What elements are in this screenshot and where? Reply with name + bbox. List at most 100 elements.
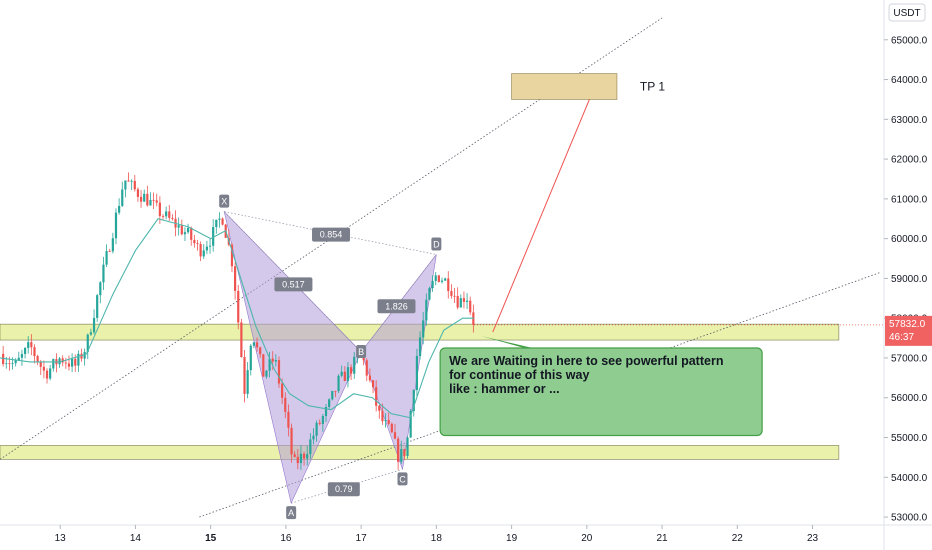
candle-body — [271, 358, 274, 362]
candle-body — [99, 282, 102, 296]
candle-body — [14, 360, 17, 364]
candle-body — [450, 291, 453, 296]
candle-body — [384, 420, 387, 422]
candle-body — [218, 218, 221, 220]
candle-body — [165, 211, 168, 217]
candle-body — [428, 288, 431, 300]
point-label-box — [219, 194, 230, 208]
candle-body — [64, 362, 67, 364]
time-tick-label: 19 — [506, 533, 518, 544]
candle-body — [190, 227, 193, 240]
candle-body — [453, 295, 456, 297]
candle-body — [315, 422, 318, 436]
candle-body — [61, 358, 64, 363]
candle-body — [215, 219, 218, 228]
candle-body — [130, 180, 133, 182]
candle-body — [237, 290, 240, 323]
annotations: TP 1 We are Waiting in here to see power… — [439, 73, 763, 437]
candle-body — [353, 356, 356, 374]
price-tick-label: 59000.0 — [891, 274, 928, 285]
harmonic-dotted-leg — [224, 211, 437, 255]
candle-body — [80, 353, 83, 359]
candle-body — [230, 244, 234, 267]
time-tick-label: 23 — [807, 533, 819, 544]
price-tick-label: 57000.0 — [891, 353, 928, 364]
candle-body — [243, 357, 246, 394]
candle-body — [252, 342, 256, 346]
candle-body — [346, 367, 350, 381]
candle-body — [290, 427, 293, 455]
candle-body — [387, 420, 390, 424]
candle-body — [67, 363, 71, 367]
candle-body — [246, 370, 249, 394]
candle-body — [193, 239, 196, 244]
candle-body — [296, 456, 299, 464]
candle-body — [42, 366, 45, 371]
candle-body — [334, 390, 337, 392]
note-line-2: for continue of this way — [449, 368, 589, 382]
plot-background — [0, 0, 884, 525]
candle-body — [121, 189, 124, 206]
point-label-a: A — [288, 508, 294, 518]
candle-body — [102, 264, 105, 283]
candle-body — [2, 353, 5, 365]
point-label-b: B — [358, 347, 364, 357]
candle-body — [212, 227, 215, 246]
candle-body — [415, 356, 419, 391]
candle-body — [299, 453, 303, 464]
candle-body — [331, 390, 334, 400]
candle-body — [406, 437, 409, 456]
candle-body — [293, 454, 296, 457]
candle-body — [312, 435, 315, 440]
time-tick-label: 15 — [205, 533, 217, 544]
candle-body — [39, 362, 42, 367]
point-label-box — [286, 506, 297, 520]
candle-body — [343, 371, 346, 381]
candle-body — [434, 275, 437, 281]
note-line-3: like : hammer or ... — [449, 382, 559, 396]
candle-body — [118, 205, 121, 213]
note-line-1: We are Waiting in here to see powerful p… — [449, 354, 723, 368]
candle-body — [422, 320, 425, 338]
candle-body — [390, 423, 393, 433]
candle-body — [309, 439, 312, 455]
candle-body — [96, 295, 99, 318]
candle-body — [133, 180, 136, 190]
ratio-label: 1.826 — [385, 301, 408, 311]
candle-body — [456, 296, 459, 308]
ratio-label: 0.79 — [335, 484, 353, 494]
last-price-marker: 57832.0 46:37 — [473, 315, 932, 346]
moving-average — [0, 218, 474, 419]
candle-body — [196, 243, 199, 245]
price-tick-label: 55000.0 — [891, 433, 928, 444]
candle-body — [378, 405, 381, 411]
price-tick-label: 64000.0 — [891, 75, 928, 86]
candle-body — [202, 250, 205, 257]
time-tick-label: 20 — [581, 533, 593, 544]
candle-body — [255, 342, 259, 348]
candle-body — [186, 227, 190, 233]
time-axis[interactable]: 13 14 15 16 17 18 19 20 21 22 23 — [0, 524, 932, 544]
last-price-value: 57832.0 — [889, 319, 926, 330]
price-tick-label: 61000.0 — [891, 194, 928, 205]
candle-body — [324, 407, 328, 417]
candle-body — [49, 368, 52, 379]
candle-body — [284, 397, 287, 412]
price-axis[interactable]: USDT 53000.0 54000.0 55000.0 56000.0 57000.0… — [883, 0, 928, 550]
point-label-box — [356, 344, 367, 358]
candle-body — [108, 251, 111, 252]
tp1-label: TP 1 — [640, 80, 665, 94]
candle-body — [152, 200, 155, 201]
candle-countdown: 46:37 — [889, 332, 914, 343]
candle-body — [221, 218, 224, 225]
candle-body — [274, 360, 277, 362]
candle-body — [249, 345, 252, 371]
candle-body — [447, 278, 450, 292]
usdt-label: USDT — [893, 8, 920, 19]
point-label-box — [397, 472, 408, 486]
candle-body — [425, 299, 428, 321]
candle-body — [177, 225, 180, 228]
candle-body — [240, 322, 243, 358]
